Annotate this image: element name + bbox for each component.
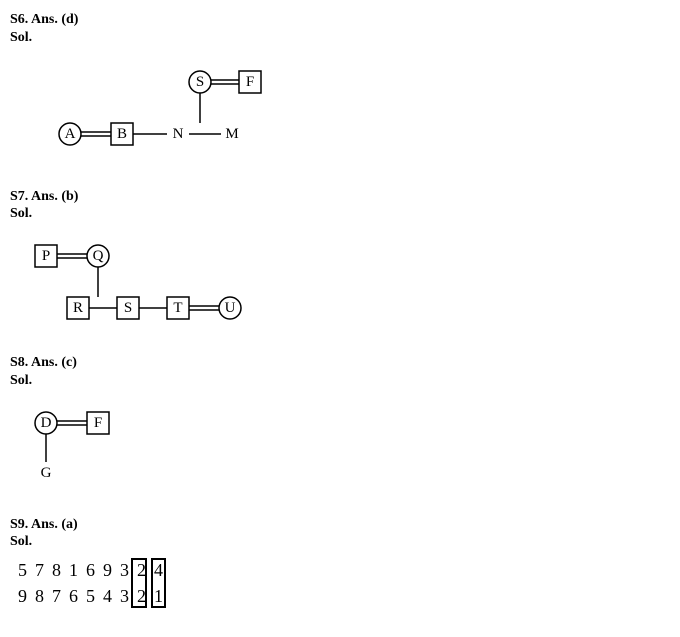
- s7-svg: P Q R S T U: [10, 230, 410, 330]
- s6-svg: S F A B N M: [10, 54, 410, 164]
- s9-highlight-box: [131, 558, 147, 608]
- s6-sol: Sol.: [10, 30, 670, 46]
- s9-highlight-box: [151, 558, 167, 608]
- svg-text:P: P: [42, 248, 50, 264]
- svg-text:N: N: [173, 126, 184, 142]
- s6-header: S6. Ans. (d): [10, 10, 670, 30]
- solution-s8: S8. Ans. (c) Sol. D F G: [10, 353, 670, 497]
- s7-diagram: P Q R S T U: [10, 230, 670, 335]
- s8-svg: D F G: [10, 397, 410, 492]
- s7-header: S7. Ans. (b): [10, 187, 670, 207]
- svg-text:R: R: [73, 300, 83, 316]
- solution-s7: S7. Ans. (b) Sol. P Q R S T U: [10, 187, 670, 336]
- solution-s9: S9. Ans. (a) Sol. 578169324987654321: [10, 515, 670, 609]
- svg-text:B: B: [117, 126, 127, 142]
- s8-diagram: D F G: [10, 397, 670, 497]
- solution-s6: S6. Ans. (d) Sol. S F A B N M: [10, 10, 670, 169]
- svg-text:G: G: [41, 465, 52, 481]
- s6-diagram: S F A B N M: [10, 54, 670, 169]
- s9-numbers: 578169324987654321: [10, 558, 670, 608]
- svg-text:T: T: [173, 300, 182, 316]
- s9-header: S9. Ans. (a): [10, 515, 670, 535]
- svg-text:F: F: [94, 415, 102, 431]
- svg-text:F: F: [246, 74, 254, 90]
- svg-text:M: M: [225, 126, 238, 142]
- svg-text:U: U: [225, 300, 236, 316]
- svg-text:A: A: [65, 126, 76, 142]
- s9-row2: 987654321: [10, 584, 670, 609]
- svg-text:S: S: [124, 300, 132, 316]
- svg-text:Q: Q: [93, 248, 104, 264]
- s9-sol: Sol.: [10, 534, 670, 550]
- svg-text:S: S: [196, 74, 204, 90]
- s9-row1: 578169324: [10, 558, 670, 583]
- s8-header: S8. Ans. (c): [10, 353, 670, 373]
- svg-text:D: D: [41, 415, 52, 431]
- s7-sol: Sol.: [10, 206, 670, 222]
- s8-sol: Sol.: [10, 373, 670, 389]
